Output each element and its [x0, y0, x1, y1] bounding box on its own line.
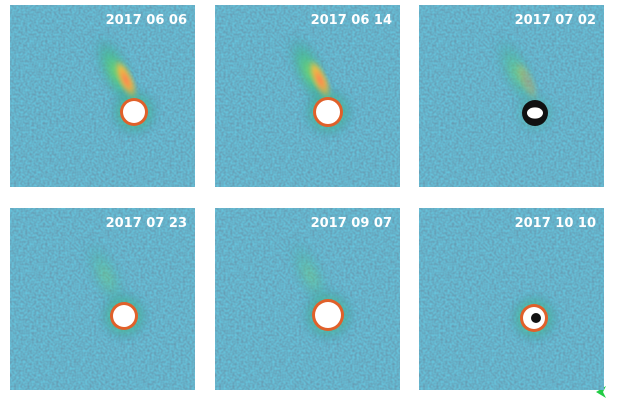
nucleus-center — [531, 313, 541, 323]
noise — [10, 5, 195, 187]
nucleus — [315, 302, 341, 328]
nucleus — [123, 101, 145, 123]
image-panel: 2017 07 23 — [10, 208, 195, 390]
nucleus — [316, 100, 340, 124]
image-panel: 2017 09 07 — [215, 208, 400, 390]
image-panel: 2017 06 06 — [10, 5, 195, 187]
image-panel: 2017 10 10 — [419, 208, 604, 390]
date-label: 2017 09 07 — [311, 216, 392, 231]
date-label: 2017 07 02 — [515, 13, 596, 28]
nucleus — [527, 107, 543, 118]
date-label: 2017 07 23 — [106, 216, 187, 231]
nucleus — [113, 305, 135, 327]
image-panel: 2017 06 14 — [215, 5, 400, 187]
date-label: 2017 10 10 — [515, 216, 596, 231]
noise — [419, 208, 604, 390]
noise — [419, 5, 604, 187]
image-grid: 2017 06 06 2017 06 14 2017 07 02 2017 07 23… — [0, 0, 622, 401]
image-panel: 2017 07 02 — [419, 5, 604, 187]
date-label: 2017 06 06 — [106, 13, 187, 28]
date-label: 2017 06 14 — [311, 13, 392, 28]
